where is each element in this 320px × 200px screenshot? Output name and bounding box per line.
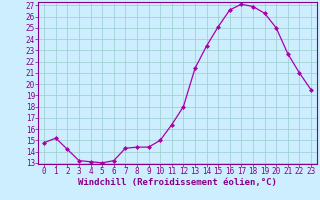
X-axis label: Windchill (Refroidissement éolien,°C): Windchill (Refroidissement éolien,°C) [78,178,277,187]
